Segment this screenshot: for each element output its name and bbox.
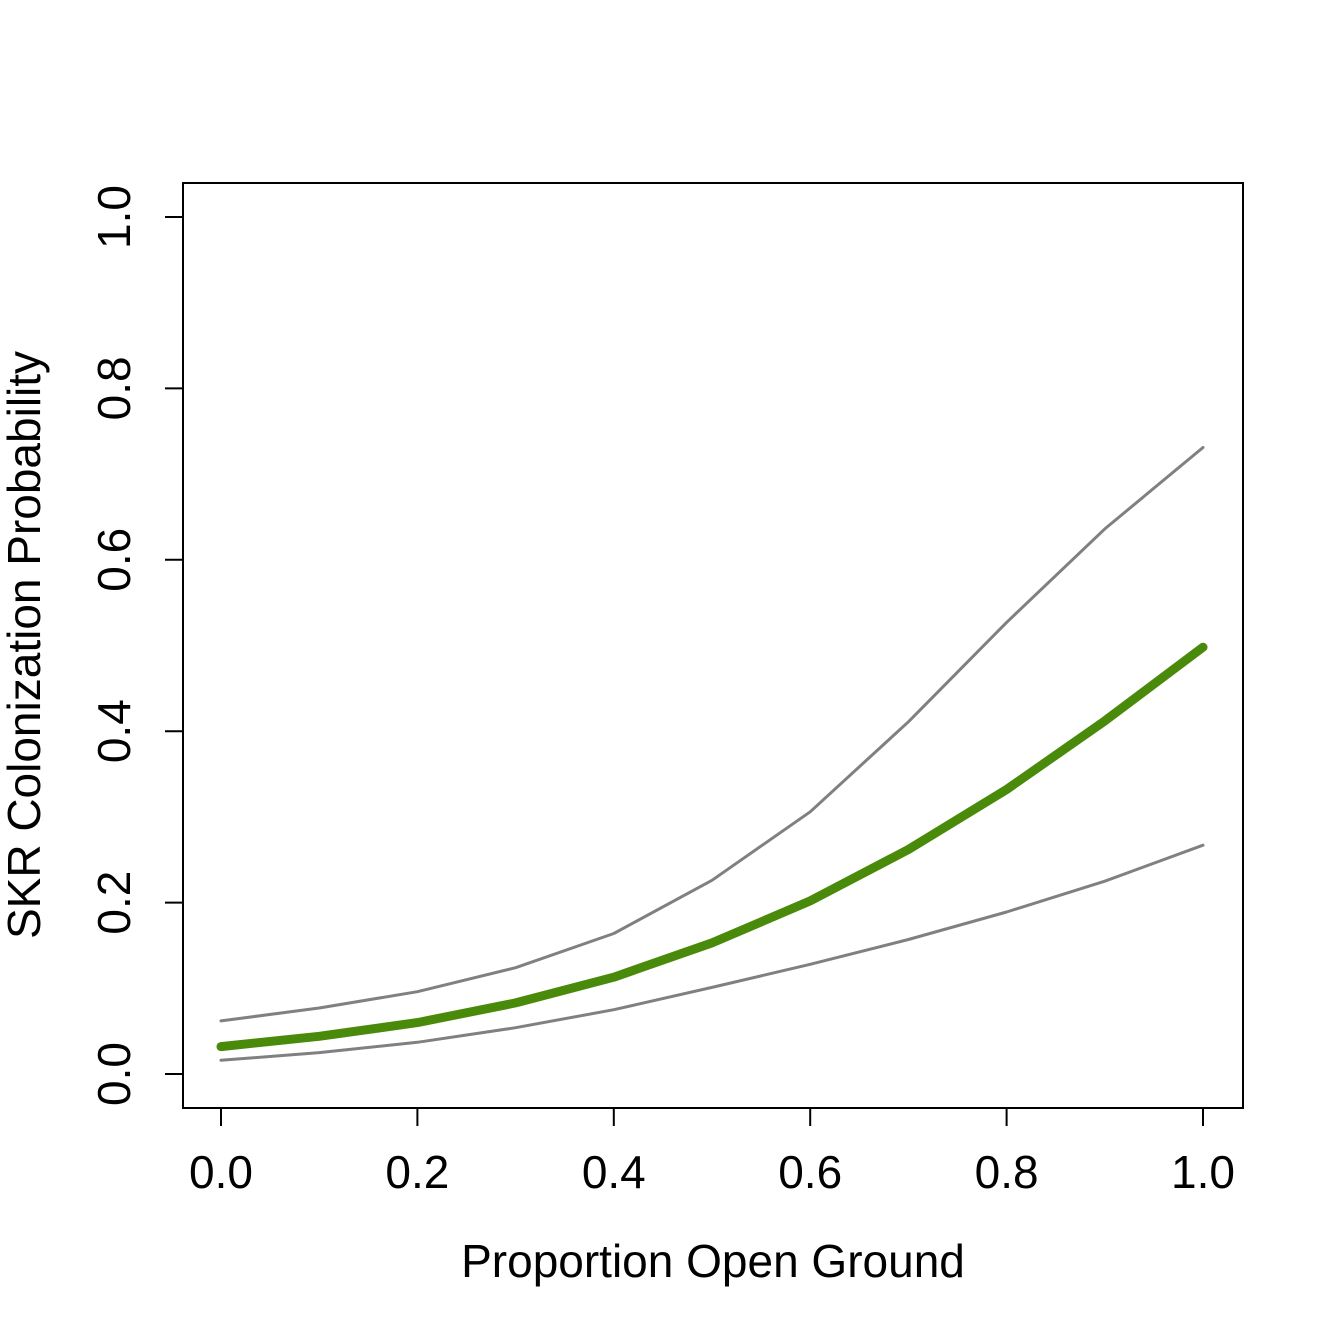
y-tick-label: 1.0	[88, 185, 140, 249]
x-axis-title: Proportion Open Ground	[461, 1235, 965, 1287]
x-tick-label: 0.6	[778, 1146, 842, 1198]
plot-frame	[182, 182, 1244, 1109]
y-tick-label: 0.4	[88, 699, 140, 763]
lower-ci-line	[219, 843, 1205, 1062]
y-tick-label: 0.6	[88, 528, 140, 592]
x-tick-label: 0.8	[975, 1146, 1039, 1198]
x-tick-label: 1.0	[1171, 1146, 1235, 1198]
y-axis: 0.0 0.2 0.4 0.6 0.8 1.0	[88, 185, 184, 1106]
upper-ci-line	[219, 446, 1205, 1023]
estimate-line	[216, 642, 1208, 1052]
x-tick-label: 0.0	[189, 1146, 253, 1198]
series-lines	[216, 446, 1208, 1062]
y-tick-label: 0.0	[88, 1042, 140, 1106]
y-tick-label: 0.2	[88, 871, 140, 935]
y-tick-label: 0.8	[88, 356, 140, 420]
x-axis: 0.0 0.2 0.4 0.6 0.8 1.0	[189, 1107, 1235, 1198]
x-tick-label: 0.4	[582, 1146, 646, 1198]
x-tick-label: 0.2	[385, 1146, 449, 1198]
y-axis-title: SKR Colonization Probability	[0, 351, 50, 939]
